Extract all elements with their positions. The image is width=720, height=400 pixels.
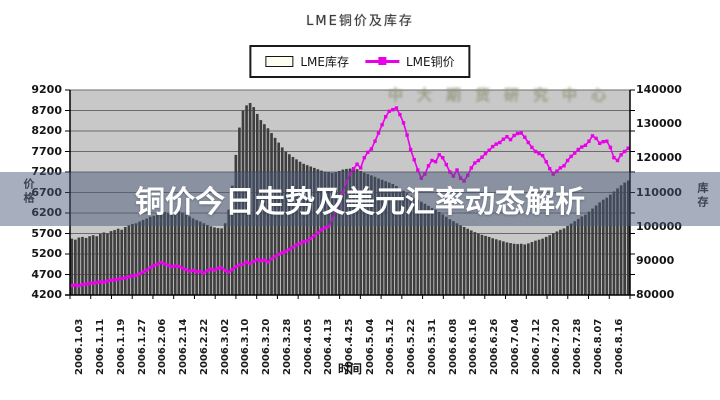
x-axis-title-time: 时间 xyxy=(337,362,362,376)
y-axis-left-tick-label: 9200 xyxy=(31,83,62,96)
y-axis-left-tick-label: 4700 xyxy=(31,267,62,281)
y-axis-title-price: 价格 xyxy=(22,178,35,206)
y-axis-title-inventory: 库存 xyxy=(696,182,709,210)
y-axis-left-tick-label: 6200 xyxy=(31,206,62,219)
plot-area xyxy=(65,89,635,299)
y-axis-left-tick-label: 4200 xyxy=(31,288,62,301)
y-axis-right-tick-label: 130000 xyxy=(636,117,682,131)
y-axis-right-tick-label: 120000 xyxy=(636,151,682,165)
legend-item-inventory: LME库存 xyxy=(265,53,349,70)
legend: LME库存 LME铜价 xyxy=(249,45,471,78)
y-axis-right-tick-label: 100000 xyxy=(636,219,682,233)
y-axis-left-tick-label: 5700 xyxy=(31,226,62,240)
y-axis-right-tick-label: 90000 xyxy=(636,253,675,267)
y-axis-left-tick-label: 8200 xyxy=(31,124,62,137)
legend-label-inventory: LME库存 xyxy=(300,55,349,69)
banner-headline: 铜价今日走势及美元汇率动态解析 xyxy=(135,185,585,220)
inventory-bar-swatch-icon xyxy=(265,56,294,67)
y-axis-left-tick-label: 8700 xyxy=(31,103,62,117)
y-axis-left-tick-label: 7200 xyxy=(31,165,62,178)
price-line-marker-icon xyxy=(365,57,399,65)
y-axis-left-tick-label: 7700 xyxy=(31,144,62,158)
y-axis-left-tick-label: 6700 xyxy=(31,185,62,199)
y-axis-right-tick-label: 140000 xyxy=(636,83,682,96)
legend-item-price: LME铜价 xyxy=(365,53,455,70)
legend-label-price: LME铜价 xyxy=(406,55,455,69)
watermark: 中大期货研究中心 xyxy=(388,86,621,104)
y-axis-left-tick-label: 5200 xyxy=(31,247,62,260)
chart-title: LME铜价及库存 xyxy=(306,14,414,29)
headline-banner: 铜价今日走势及美元汇率动态解析 xyxy=(0,172,720,226)
y-axis-right-tick-label: 80000 xyxy=(636,288,675,301)
y-axis-right-tick-label: 110000 xyxy=(636,185,682,199)
